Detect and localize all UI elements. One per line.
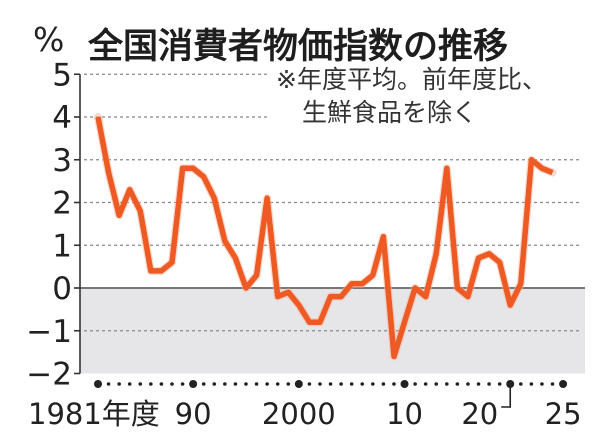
x-tick-label: 2000 [262, 397, 336, 431]
x-minor-tick [201, 382, 206, 386]
y-tick-label: −1 [26, 314, 72, 350]
x-minor-tick [307, 382, 312, 386]
x-minor-tick [170, 382, 174, 386]
y-tick-label: −2 [26, 357, 72, 393]
gridlines [80, 73, 585, 332]
x-minor-tick [529, 382, 534, 386]
x-minor-tick [212, 382, 217, 386]
data-line [94, 113, 557, 361]
x-minor-tick [106, 382, 111, 386]
x-2020-bracket [501, 384, 512, 408]
x-minor-tick [233, 382, 238, 386]
x-minor-tick [244, 382, 248, 386]
x-minor-tick [497, 382, 502, 386]
x-minor-tick [455, 382, 460, 386]
x-minor-tick [286, 382, 291, 386]
y-axis: 5 4 3 2 1 0 −1 −2 [26, 57, 81, 393]
x-minor-tick [180, 382, 185, 386]
y-tick-label: 1 [52, 228, 72, 264]
x-minor-tick [328, 382, 333, 386]
x-minor-tick [392, 382, 396, 386]
x-minor-tick [445, 382, 449, 386]
x-axis: 1981年度 90 2000 10 20 25 [28, 380, 582, 431]
note-line-2: 生鮮食品を除く [302, 98, 478, 127]
x-minor-tick [381, 382, 386, 386]
x-major-tick [400, 380, 409, 388]
chart-note: ※年度平均。前年度比、 生鮮食品を除く [276, 63, 547, 129]
y-tick-label: 2 [52, 186, 72, 222]
x-major-tick [189, 380, 198, 388]
x-minor-tick [318, 382, 322, 386]
y-tick-label: 5 [52, 57, 72, 93]
note-line-1: ※年度平均。前年度比、 [276, 65, 547, 94]
x-tick-label: 20 [461, 397, 498, 431]
x-minor-tick [265, 382, 269, 386]
x-minor-tick [117, 382, 121, 386]
x-minor-tick [138, 382, 143, 386]
x-tick-label: 90 [175, 397, 212, 431]
cpi-series-line [95, 116, 554, 360]
y-axis-unit-label: % [33, 20, 65, 59]
x-minor-tick [223, 382, 227, 386]
x-tick-label: 25 [545, 397, 582, 431]
x-minor-tick [360, 382, 365, 386]
y-tick-label: 4 [52, 100, 72, 136]
x-minor-tick [371, 382, 375, 386]
x-minor-tick [487, 382, 491, 386]
x-major-tick [559, 380, 568, 388]
x-minor-tick [127, 382, 132, 386]
x-minor-tick [254, 382, 259, 386]
chart-title: 全国消費者物価指数の推移 [88, 27, 509, 67]
x-major-tick [94, 380, 102, 388]
x-minor-tick [339, 382, 343, 386]
x-minor-tick [519, 382, 523, 386]
x-minor-tick [540, 382, 544, 386]
x-minor-tick [476, 382, 481, 386]
x-major-tick [294, 380, 303, 388]
x-minor-tick [275, 382, 280, 386]
x-minor-tick [550, 382, 555, 386]
x-minor-tick [434, 382, 439, 386]
x-minor-tick [466, 382, 470, 386]
x-tick-label: 10 [386, 397, 423, 431]
x-minor-tick [159, 382, 164, 386]
x-minor-tick [413, 382, 417, 386]
x-minor-tick [349, 382, 354, 386]
y-tick-label: 0 [52, 271, 72, 307]
x-tick-label: 1981年度 [28, 397, 160, 431]
x-minor-tick [423, 382, 428, 386]
y-tick-label: 3 [52, 143, 72, 179]
x-minor-tick [149, 382, 153, 386]
